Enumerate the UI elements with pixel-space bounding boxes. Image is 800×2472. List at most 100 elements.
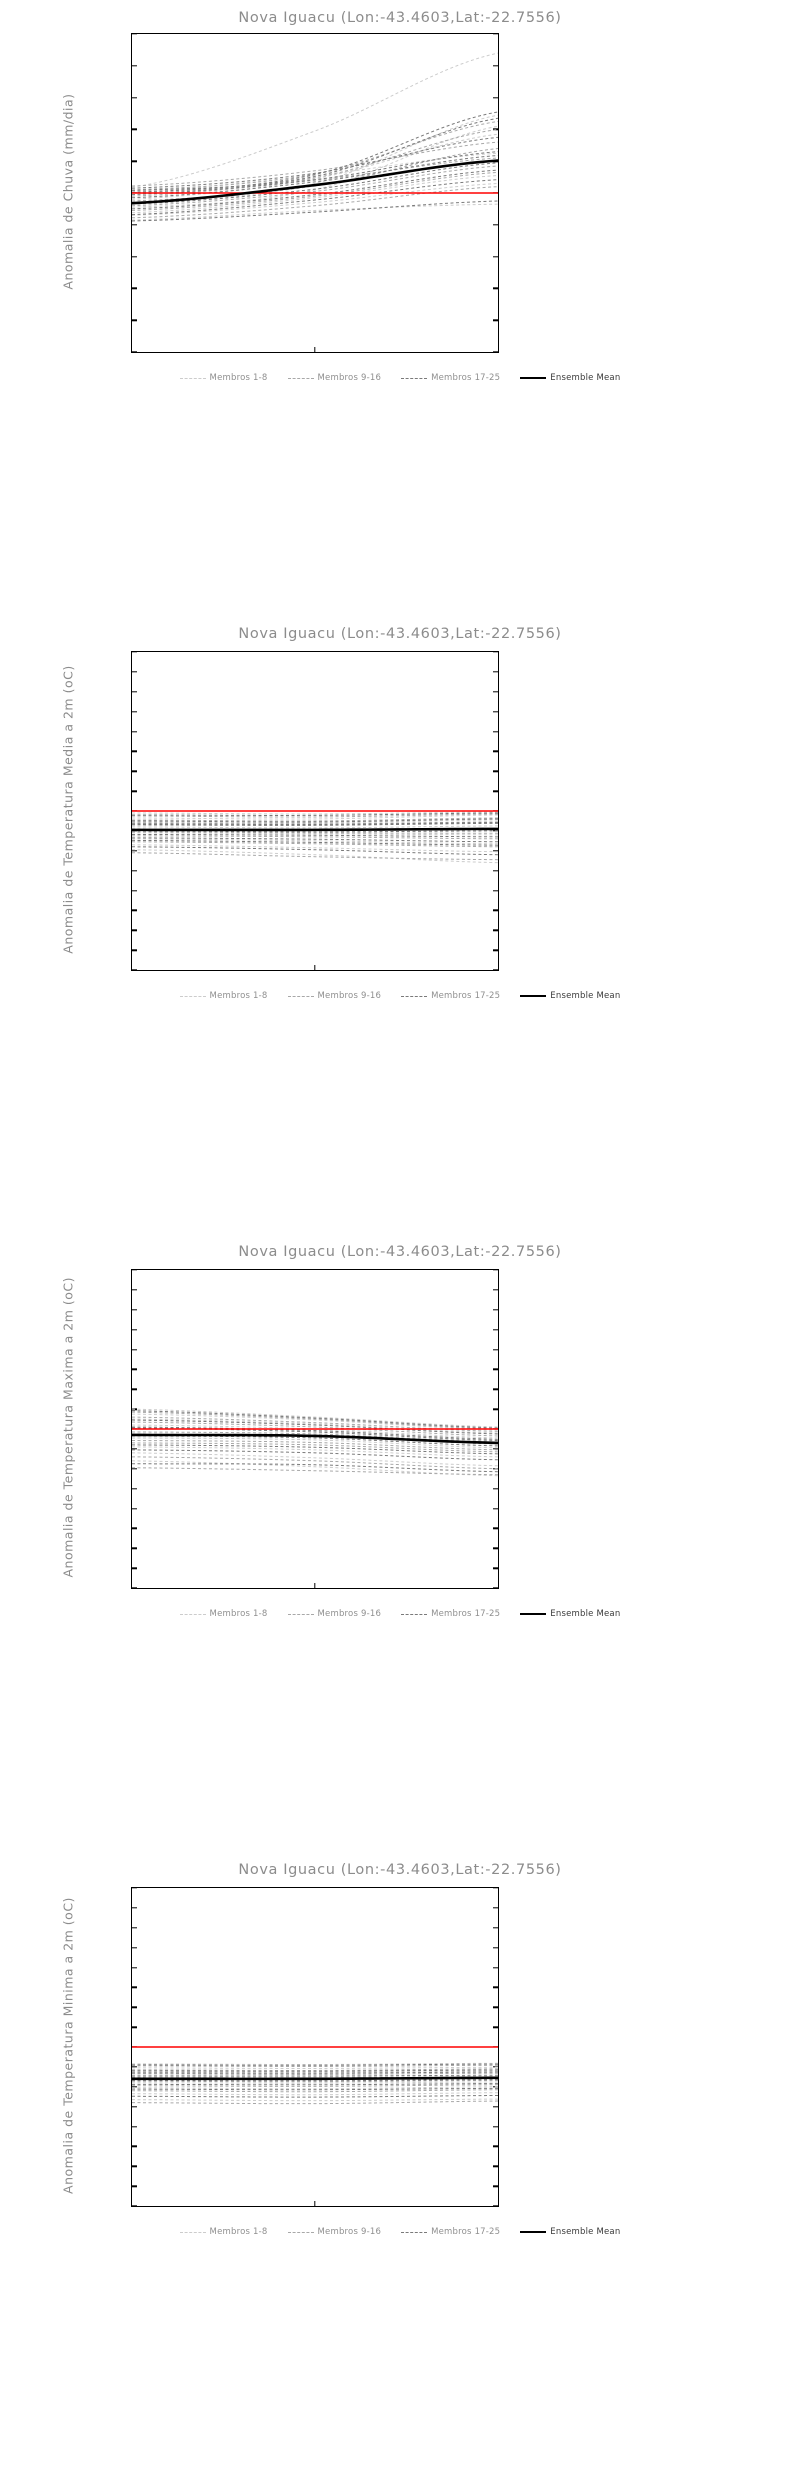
legend-item[interactable]: Membros 1-8 [179, 1609, 268, 1619]
legend-swatch-icon [520, 1613, 547, 1615]
member-line [132, 136, 498, 189]
member-line [132, 1421, 498, 1437]
legend-item[interactable]: Membros 1-8 [179, 2227, 268, 2237]
member-line [132, 1440, 498, 1451]
legend-swatch-icon [401, 377, 428, 379]
y-tick-mark-right [493, 287, 498, 290]
legend-label: Membros 17-25 [431, 1609, 501, 1619]
member-line [132, 1449, 498, 1461]
y-tick-mark-right [493, 34, 498, 35]
legend-label: Membros 1-8 [209, 991, 268, 1001]
y-tick-mark [132, 889, 137, 892]
legend-item[interactable]: Membros 1-8 [179, 991, 268, 1001]
series-canvas [132, 2046, 498, 2105]
y-tick-mark [132, 255, 137, 258]
legend-item[interactable]: Ensemble Mean [520, 1609, 620, 1619]
y-tick-mark [132, 1487, 137, 1490]
legend-item[interactable]: Membros 9-16 [287, 2227, 382, 2237]
member-line [132, 1419, 498, 1435]
y-tick-mark-right [493, 869, 498, 872]
member-line [132, 182, 498, 216]
y-tick-mark [132, 1468, 137, 1470]
chart-legend: Membros 1-8 Membros 9-16 Membros 17-25 Ense… [0, 1609, 800, 1619]
legend-swatch-icon [401, 995, 428, 997]
y-tick-mark [132, 1927, 137, 1929]
member-line [132, 2075, 498, 2078]
legend-item[interactable]: Ensemble Mean [520, 373, 620, 383]
member-line [132, 2070, 498, 2073]
y-tick-mark-right [493, 1487, 498, 1490]
member-line [132, 839, 498, 846]
plot-area-tmaxima: 876543210-1-2-3-4-5-6-7-8Jul/24Ago/24Set… [131, 1269, 499, 1589]
y-tick-mark [132, 224, 137, 226]
member-line [132, 2083, 498, 2086]
legend-item[interactable]: Membros 17-25 [401, 373, 500, 383]
member-line [132, 2086, 498, 2090]
ensemble-mean-line [132, 827, 498, 832]
legend-swatch-icon [287, 377, 314, 379]
member-line [132, 203, 498, 221]
y-tick-mark-right [493, 850, 498, 852]
member-line [132, 2079, 498, 2083]
ensemble-mean-line [132, 1433, 498, 1445]
y-tick-mark-right [493, 969, 498, 970]
member-line [132, 125, 498, 208]
member-line [132, 1426, 498, 1440]
member-line [132, 813, 498, 818]
member-line [132, 2094, 498, 2098]
member-line [132, 1446, 498, 1458]
legend-swatch-icon [401, 1613, 428, 1615]
chart-title: Nova Iguacu (Lon:-43.4603,Lat:-22.7556) [238, 626, 562, 642]
legend-swatch-icon [179, 995, 206, 997]
legend-swatch-icon [287, 1613, 314, 1615]
legend-item[interactable]: Membros 17-25 [401, 1609, 500, 1619]
y-tick-mark [132, 869, 137, 872]
member-line [132, 2064, 498, 2067]
legend-swatch-icon [287, 2231, 314, 2233]
y-tick-mark-right [493, 1946, 498, 1949]
legend-label: Membros 9-16 [317, 991, 382, 1001]
member-line [132, 1437, 498, 1449]
y-tick-mark [132, 1527, 137, 1530]
member-line [132, 819, 498, 824]
member-line [132, 117, 498, 191]
y-tick-mark [132, 2125, 137, 2128]
y-tick-mark [132, 96, 137, 99]
legend-label: Membros 1-8 [209, 1609, 268, 1619]
member-line [132, 817, 498, 822]
y-tick-mark [132, 1328, 137, 1331]
y-tick-mark-right [493, 319, 498, 321]
legend-item[interactable]: Membros 9-16 [287, 1609, 382, 1619]
y-tick-mark-right [493, 1388, 498, 1390]
member-line [132, 151, 498, 196]
y-tick-mark-right [493, 1986, 498, 1989]
chart-legend: Membros 1-8 Membros 9-16 Membros 17-25 Ense… [0, 991, 800, 1001]
y-tick-mark [132, 2165, 137, 2167]
legend-item[interactable]: Ensemble Mean [520, 2227, 620, 2237]
legend-swatch-icon [401, 2231, 428, 2233]
y-tick-mark [132, 2205, 137, 2206]
legend-item[interactable]: Membros 17-25 [401, 991, 500, 1001]
legend-item[interactable]: Membros 9-16 [287, 991, 382, 1001]
y-tick-mark [132, 790, 137, 792]
y-tick-mark-right [493, 730, 498, 733]
y-tick-mark [132, 730, 137, 733]
member-line [132, 2079, 498, 2082]
y-tick-mark-right [493, 2205, 498, 2206]
y-tick-mark [132, 1888, 137, 1889]
ensemble-mean-line [132, 159, 498, 205]
chart-title: Nova Iguacu (Lon:-43.4603,Lat:-22.7556) [238, 1244, 562, 1260]
y-tick-mark [132, 909, 137, 912]
legend-item[interactable]: Membros 17-25 [401, 2227, 500, 2237]
y-tick-mark [132, 351, 137, 352]
y-tick-mark-right [493, 691, 498, 693]
legend-label: Ensemble Mean [550, 991, 621, 1001]
y-tick-mark-right [493, 710, 498, 713]
y-tick-mark-right [493, 671, 498, 673]
legend-item[interactable]: Membros 9-16 [287, 373, 382, 383]
chart-panel-chuva: Nova Iguacu (Lon:-43.4603,Lat:-22.7556) A… [0, 0, 800, 618]
legend-item[interactable]: Ensemble Mean [520, 991, 620, 1001]
x-tick-mark [314, 2201, 316, 2206]
legend-item[interactable]: Membros 1-8 [179, 373, 268, 383]
